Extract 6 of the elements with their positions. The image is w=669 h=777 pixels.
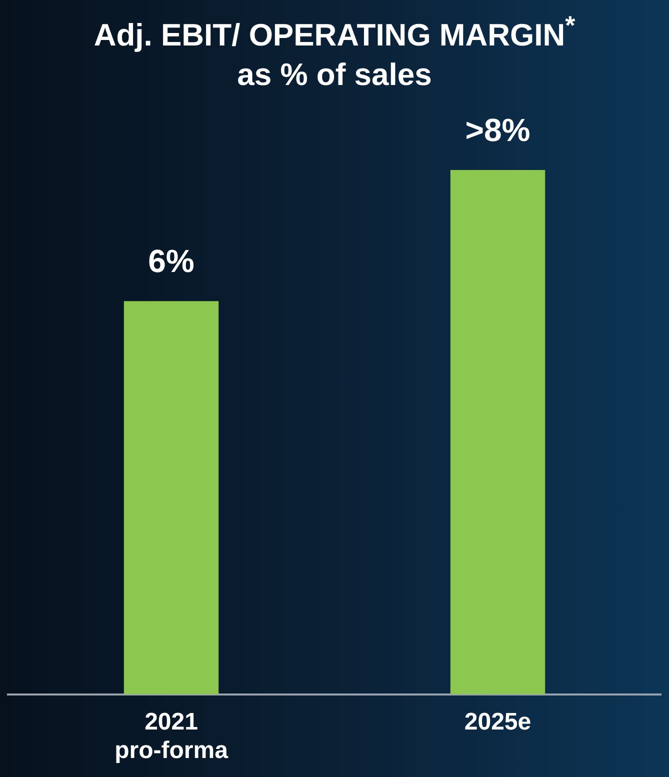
data-label: >8% xyxy=(465,112,530,148)
chart-title: Adj. EBIT/ OPERATING MARGIN$^{*}$ xyxy=(92,11,576,54)
chart-subtitle: as % of sales xyxy=(236,56,433,94)
x-tick-label: 2025e xyxy=(464,708,532,736)
data-label: 6% xyxy=(148,243,194,280)
x-tick-label: 2021 pro-forma xyxy=(114,708,229,765)
